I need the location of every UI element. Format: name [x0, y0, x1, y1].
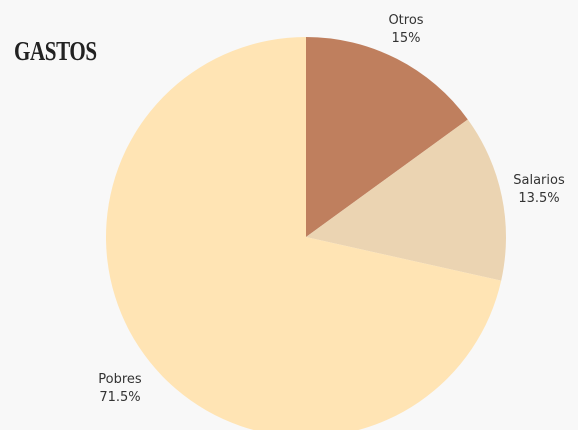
pie-slice-pobres[interactable]	[105, 37, 502, 430]
slice-value-salarios: 13.5%	[518, 191, 559, 206]
slice-label-salarios: Salarios	[513, 173, 565, 188]
slice-labels: Otros 15% Salarios 13.5% Pobres 71.5%	[98, 13, 565, 405]
slice-label-pobres: Pobres	[98, 372, 142, 387]
slice-value-pobres: 71.5%	[99, 390, 140, 405]
chart-title: GASTOS	[14, 36, 97, 66]
pie-slice-salarios[interactable]	[306, 119, 506, 281]
slice-value-otros: 15%	[392, 31, 421, 46]
pie-slice-otros[interactable]	[306, 37, 468, 237]
pie-slices	[105, 37, 506, 430]
slice-label-otros: Otros	[388, 13, 423, 28]
